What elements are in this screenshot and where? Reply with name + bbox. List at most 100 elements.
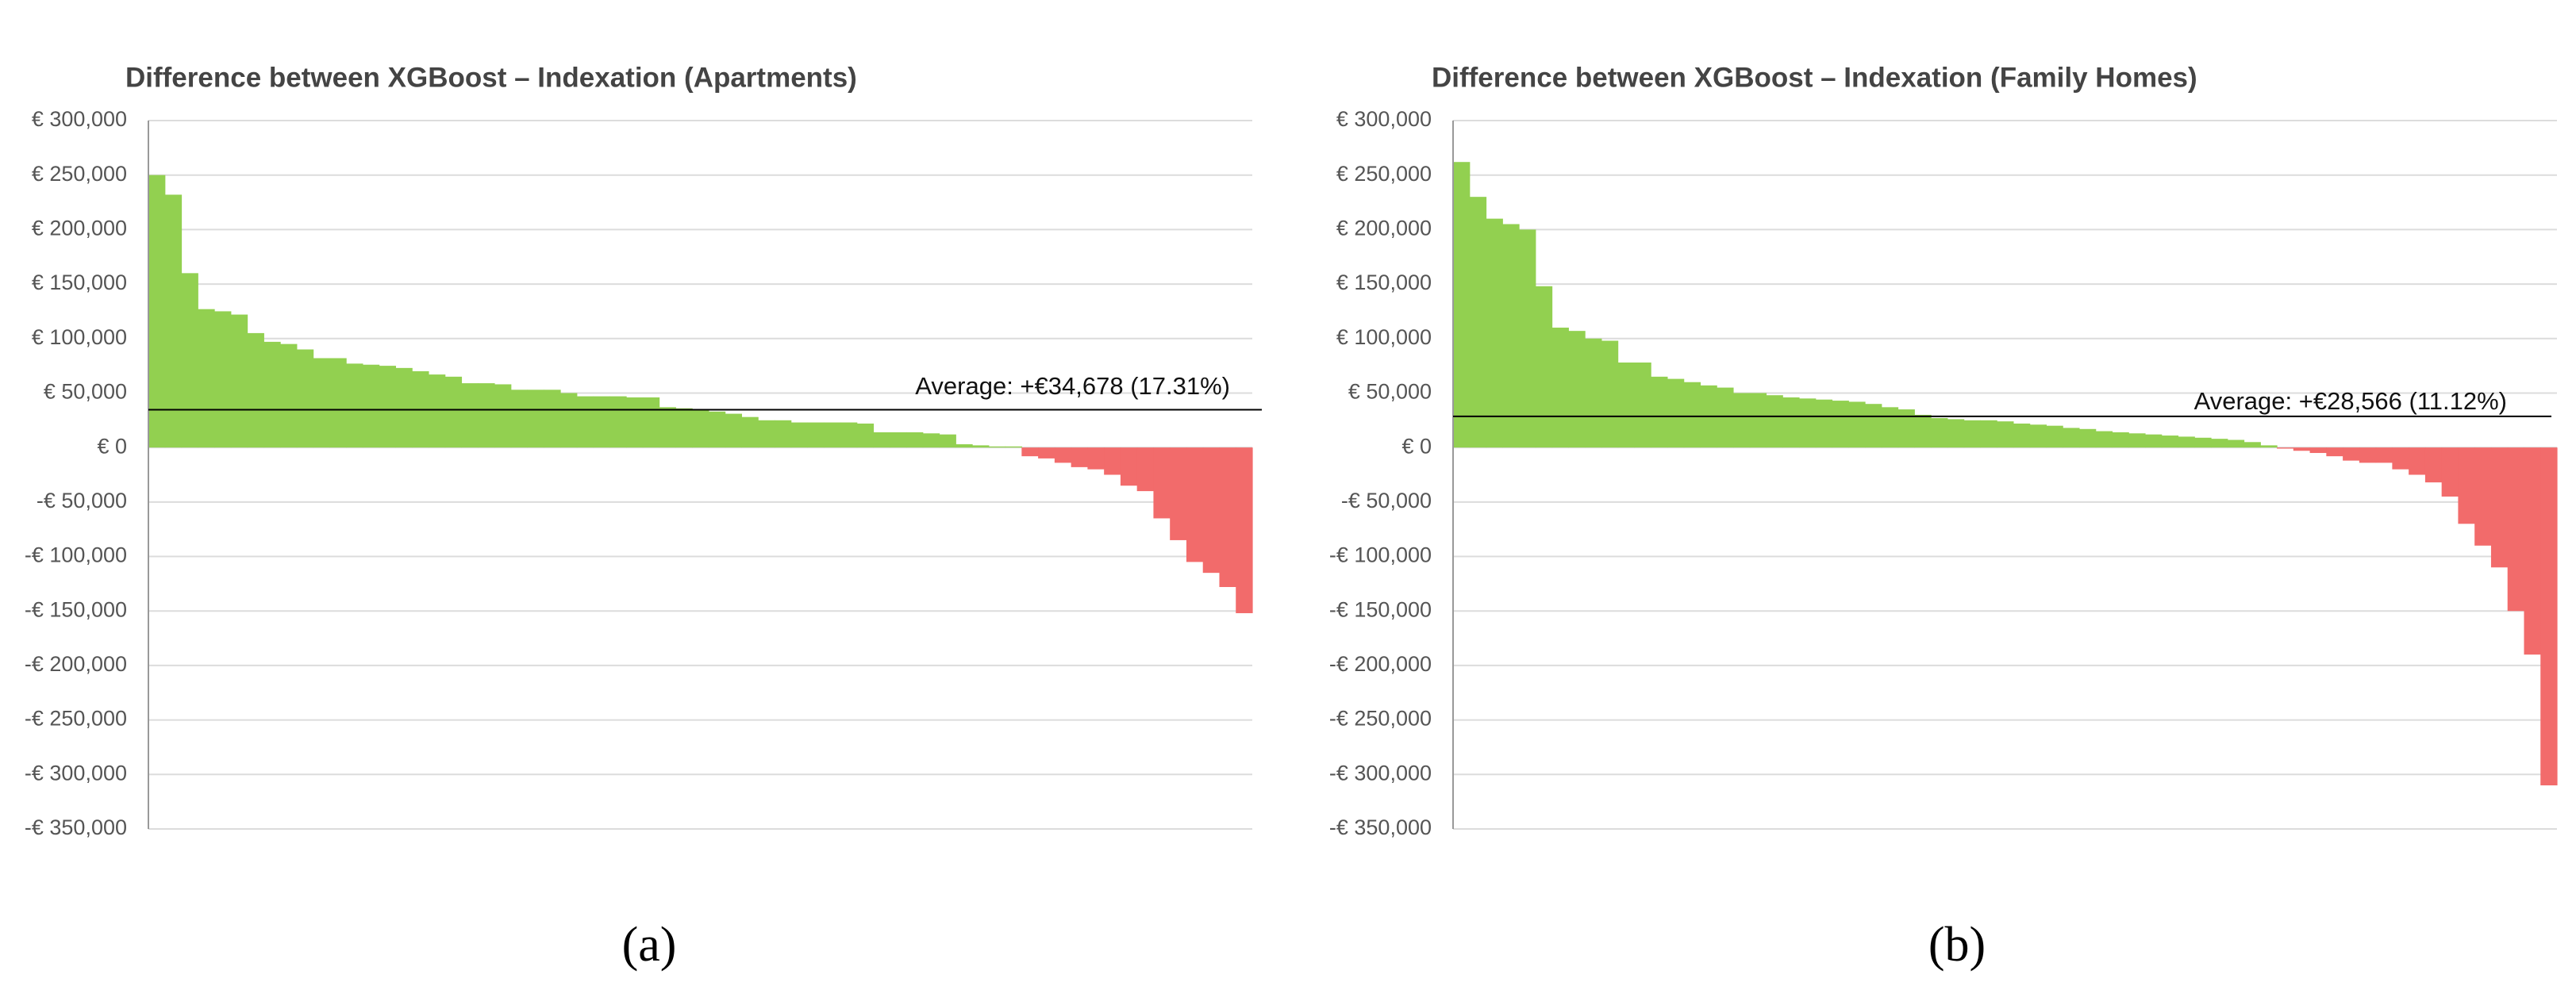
bar (527, 389, 544, 448)
y-tick-label: € 250,000 (1336, 162, 1432, 186)
bar (1832, 401, 1849, 448)
bar (2293, 447, 2311, 451)
bar (906, 432, 924, 448)
bar (1120, 447, 1138, 486)
bar (1585, 338, 1602, 448)
bar (296, 349, 314, 448)
bar (2441, 447, 2459, 497)
bar (444, 376, 463, 448)
bar (692, 409, 709, 448)
bar (2013, 423, 2031, 448)
bar (1535, 286, 1553, 448)
bar (1153, 447, 1171, 519)
y-tick-label: -€ 200,000 (25, 652, 127, 676)
y-tick-label: -€ 50,000 (1341, 489, 1432, 512)
bar (675, 408, 693, 448)
y-tick-label: -€ 150,000 (1329, 597, 1432, 621)
bar (1914, 414, 1932, 448)
bar (2507, 447, 2525, 612)
bar (2309, 447, 2327, 454)
bar (2095, 431, 2113, 448)
bar (1947, 419, 1965, 448)
bar (1202, 447, 1221, 574)
y-tick-label: -€ 100,000 (1329, 543, 1432, 567)
bar (824, 422, 841, 448)
bar (1667, 378, 1685, 448)
y-tick-label: -€ 350,000 (1329, 815, 1432, 839)
bar (1848, 401, 1866, 448)
bar (2409, 447, 2426, 475)
y-tick-label: -€ 100,000 (25, 543, 127, 567)
bar (2424, 447, 2443, 483)
bar (510, 389, 529, 448)
bar (181, 273, 198, 448)
bar (2540, 447, 2558, 786)
bar (1865, 404, 1882, 448)
bar (2260, 445, 2278, 448)
bar (972, 445, 990, 448)
chart-title: Difference between XGBoost – Indexation … (125, 62, 857, 93)
bar (2178, 436, 2195, 448)
bar (1054, 447, 1072, 463)
bar (1186, 447, 1204, 562)
bar (2277, 447, 2294, 449)
bar (2243, 442, 2261, 448)
y-tick-label: € 100,000 (32, 325, 127, 349)
bar (1104, 447, 1121, 475)
bar (840, 422, 858, 448)
y-tick-label: € 0 (1401, 434, 1432, 458)
y-tick-label: -€ 50,000 (37, 489, 127, 512)
bar (1071, 447, 1088, 467)
bar (1798, 398, 1817, 448)
bar (2128, 433, 2146, 448)
bar (2524, 447, 2541, 655)
bar (1170, 447, 1187, 540)
bar (2063, 428, 2080, 448)
bar (1749, 393, 1767, 448)
bar (164, 194, 183, 448)
bar (2144, 434, 2163, 448)
y-tick-label: € 50,000 (1348, 380, 1432, 404)
y-tick-label: € 50,000 (44, 380, 127, 404)
bar (2359, 447, 2377, 463)
bar (1651, 376, 1668, 448)
bar (1963, 420, 1981, 448)
bar (2078, 428, 2097, 448)
bar (2490, 447, 2509, 568)
bar (1683, 382, 1701, 448)
bar (2326, 447, 2343, 457)
y-tick-label: -€ 200,000 (1329, 652, 1432, 676)
bar (1601, 340, 1619, 448)
bar (1087, 447, 1105, 470)
bar (280, 343, 298, 448)
bar (725, 413, 743, 448)
bar (1717, 387, 1734, 448)
bar (758, 420, 775, 448)
bar (313, 358, 330, 448)
bar (2474, 447, 2492, 546)
bar (890, 432, 907, 448)
bar (708, 411, 726, 448)
bar (576, 396, 594, 448)
bar (1136, 447, 1155, 492)
bar (1453, 162, 1471, 448)
bar (2375, 447, 2393, 463)
bar (939, 434, 956, 448)
bar (1219, 447, 1236, 588)
bar (1931, 418, 1948, 448)
bar (2211, 439, 2228, 448)
bar (1469, 197, 1487, 448)
bar (626, 397, 644, 448)
bar (230, 314, 248, 448)
bar (329, 358, 347, 448)
bar (741, 416, 759, 448)
bar (198, 309, 215, 448)
bar (148, 175, 166, 448)
bar (494, 384, 512, 448)
bar (1486, 218, 1503, 448)
average-annotation: Average: +€34,678 (17.31%) (915, 372, 1230, 400)
bar (593, 396, 610, 448)
bar (2392, 447, 2409, 470)
bar (2161, 436, 2179, 448)
